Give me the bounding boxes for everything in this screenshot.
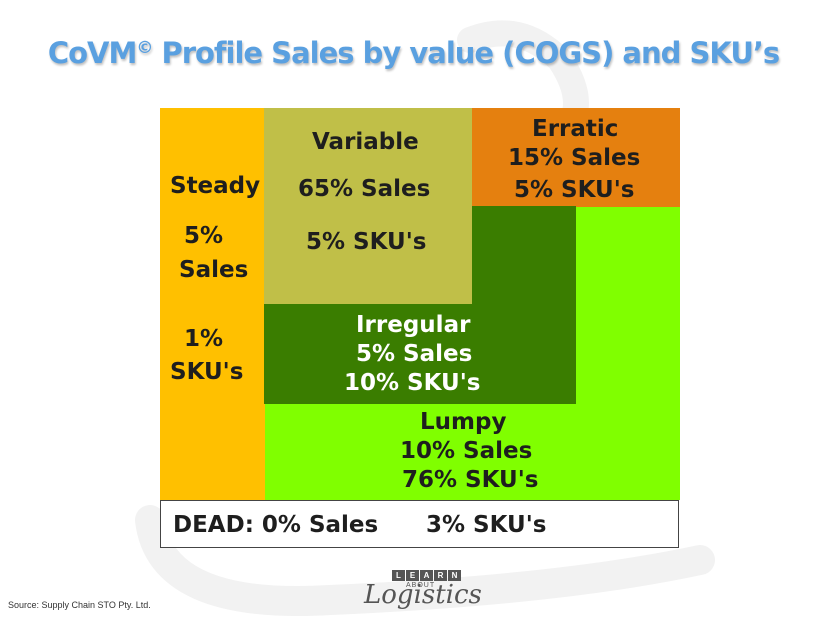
irregular-block-upper [472,206,576,305]
erratic-sku: 5% SKU's [514,177,635,203]
steady-sales-percent: 5% [184,223,224,249]
variable-block [264,108,473,304]
logo-letter: R [434,570,447,581]
steady-block [160,108,265,500]
dead-row [160,500,679,548]
logo-letter: A [420,570,433,581]
lumpy-sales: 10% Sales [400,438,533,464]
page-title: CoVM© Profile Sales by value (COGS) and … [47,36,780,70]
logo-about: ABOUT [406,582,436,589]
variable-sku: 5% SKU's [306,229,427,255]
steady-sales-word: Sales [179,257,249,283]
variable-name: Variable [312,129,419,155]
irregular-block-lower [264,304,576,404]
lumpy-sku: 76% SKU's [402,467,539,493]
logo-letter: N [448,570,461,581]
irregular-sku: 10% SKU's [344,370,481,396]
erratic-sales: 15% Sales [508,145,641,171]
steady-name: Steady [170,173,261,199]
dead-sales: DEAD: 0% Sales [173,512,379,538]
irregular-name: Irregular [356,312,471,338]
steady-sku-word: SKU's [170,359,244,385]
logo-script: Logistics [364,580,482,610]
source-note: Source: Supply Chain STO Pty. Ltd. [8,600,151,610]
lumpy-name: Lumpy [420,409,507,435]
irregular-sales: 5% Sales [356,341,473,367]
steady-sku-percent: 1% [184,326,224,352]
variable-sales: 65% Sales [298,176,431,202]
logo-letter: L [392,570,405,581]
logo-letter: E [406,570,419,581]
erratic-name: Erratic [532,116,619,142]
dead-sku: 3% SKU's [426,512,547,538]
erratic-block [472,108,680,207]
learn-about-logistics-logo: L E A R N ABOUT Logistics [362,568,482,614]
